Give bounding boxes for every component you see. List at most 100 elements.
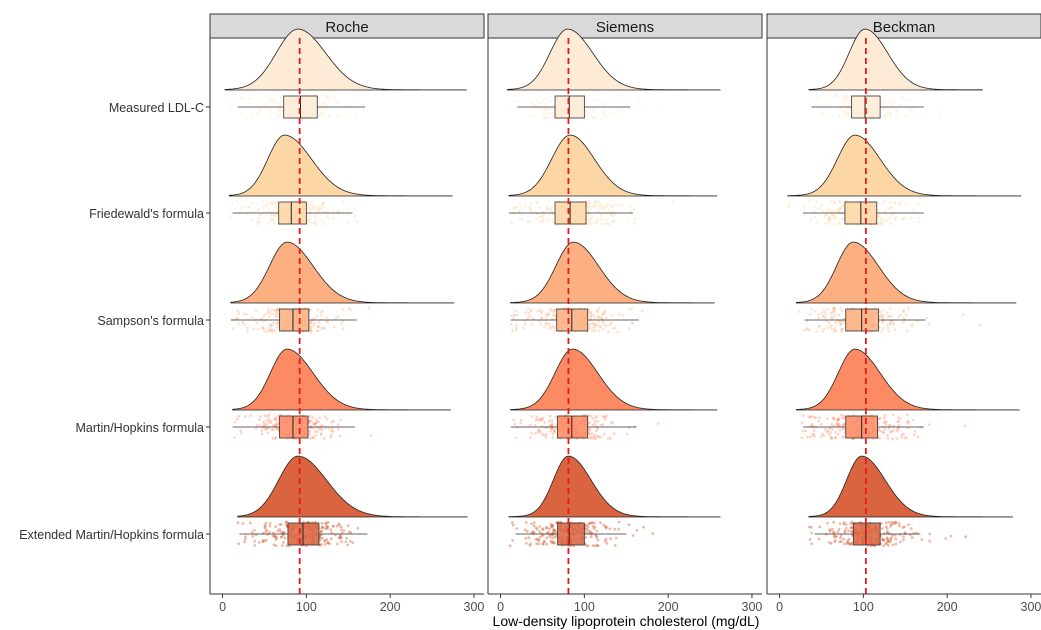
jitter-point — [901, 526, 905, 529]
x-axis-title: Low-density lipoprotein cholesterol (mg/… — [493, 613, 760, 629]
jitter-point — [541, 528, 545, 532]
jitter-point — [800, 421, 804, 424]
jitter-point — [328, 115, 332, 118]
jitter-point — [842, 521, 846, 525]
jitter-point — [528, 542, 532, 546]
jitter-point — [306, 203, 310, 207]
jitter-point — [843, 102, 847, 106]
jitter-point — [596, 218, 599, 222]
jitter-point — [846, 541, 850, 544]
jitter-point — [530, 531, 533, 534]
jitter-point — [882, 116, 886, 120]
jitter-point — [894, 521, 898, 525]
jitter-point — [827, 321, 831, 325]
jitter-point — [311, 204, 315, 208]
jitter-point — [273, 418, 277, 422]
jitter-point — [838, 206, 842, 210]
jitter-point — [839, 306, 842, 310]
jitter-point — [876, 214, 880, 218]
jitter-point — [547, 199, 551, 203]
jitter-point — [837, 416, 841, 420]
jitter-point — [593, 99, 596, 102]
jitter-point — [535, 217, 539, 220]
jitter-point — [323, 415, 327, 418]
jitter-point — [236, 309, 240, 313]
jitter-point — [541, 217, 545, 221]
jitter-point — [893, 328, 897, 331]
jitter-point — [526, 220, 530, 224]
jitter-point — [243, 323, 246, 326]
jitter-point — [268, 413, 271, 417]
jitter-point — [899, 417, 902, 420]
jitter-point — [551, 524, 554, 527]
jitter-point — [591, 524, 595, 528]
jitter-point — [274, 213, 278, 216]
jitter-point — [599, 324, 602, 328]
jitter-point — [525, 542, 528, 545]
jitter-point — [274, 525, 277, 528]
jitter-point — [240, 431, 243, 435]
jitter-point — [818, 324, 821, 328]
jitter-point — [234, 99, 238, 103]
jitter-point — [840, 327, 844, 331]
jitter-point — [842, 110, 846, 114]
jitter-point — [270, 201, 273, 205]
jitter-point — [833, 326, 837, 330]
jitter-point — [312, 422, 315, 426]
jitter-point — [249, 414, 253, 418]
jitter-point — [925, 316, 928, 320]
jitter-point — [587, 111, 591, 115]
jitter-point — [265, 419, 269, 423]
jitter-point — [836, 424, 839, 428]
jitter-point — [595, 310, 599, 314]
jitter-point — [596, 323, 599, 327]
jitter-point — [258, 415, 262, 418]
jitter-point — [261, 206, 265, 210]
jitter-point — [815, 221, 819, 224]
jitter-point — [817, 316, 821, 320]
jitter-point — [822, 309, 826, 312]
jitter-point — [546, 113, 550, 116]
jitter-point — [551, 113, 555, 117]
jitter-point — [321, 526, 324, 529]
jitter-point — [344, 540, 348, 544]
jitter-point — [541, 214, 545, 218]
jitter-point — [535, 542, 539, 546]
jitter-point — [270, 323, 273, 327]
box — [279, 308, 310, 332]
jitter-point — [262, 315, 265, 319]
jitter-point — [279, 523, 283, 526]
jitter-point — [234, 317, 238, 321]
jitter-point — [266, 107, 269, 111]
jitter-point — [615, 110, 619, 113]
jitter-point — [903, 531, 907, 534]
jitter-point — [325, 214, 329, 218]
jitter-point — [590, 436, 594, 440]
jitter-point — [590, 431, 594, 435]
jitter-point — [275, 418, 279, 422]
jitter-point — [905, 203, 908, 207]
jitter-point — [320, 206, 323, 210]
jitter-point — [839, 536, 842, 540]
jitter-point — [254, 427, 258, 430]
jitter-point — [910, 323, 914, 326]
jitter-point — [850, 526, 853, 530]
jitter-point — [274, 308, 278, 312]
jitter-point — [318, 112, 322, 116]
jitter-point — [910, 324, 914, 328]
jitter-point — [846, 111, 849, 114]
jitter-point — [596, 544, 599, 547]
jitter-point — [538, 308, 541, 312]
jitter-point — [627, 523, 631, 526]
jitter-point — [831, 317, 834, 320]
jitter-point — [347, 221, 350, 225]
jitter-point — [886, 537, 889, 541]
jitter-point — [268, 326, 271, 330]
jitter-point — [609, 537, 612, 541]
jitter-point — [830, 324, 833, 327]
jitter-point — [512, 316, 515, 320]
jitter-point — [890, 214, 894, 217]
jitter-point — [828, 541, 831, 544]
jitter-point — [323, 539, 326, 543]
jitter-point — [593, 419, 597, 423]
